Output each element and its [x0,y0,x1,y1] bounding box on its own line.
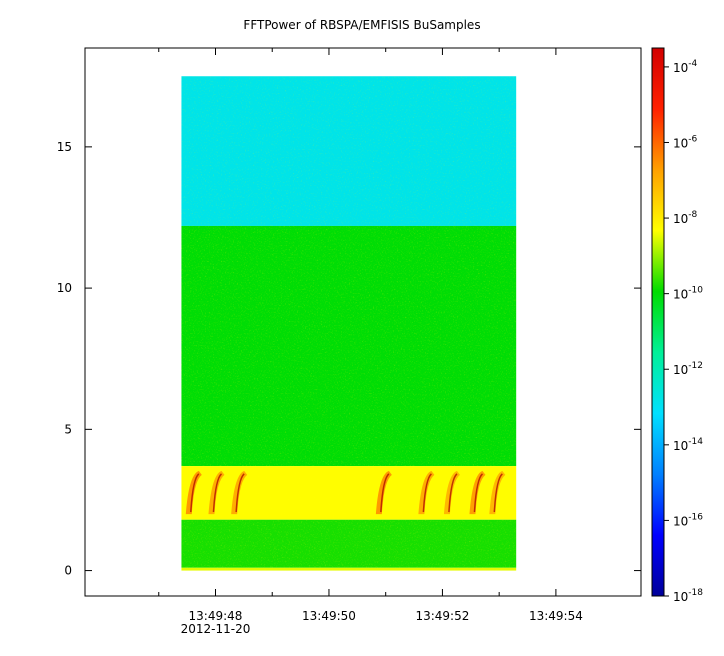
chorus-burst-core-0 [190,473,200,513]
chorus-burst-6 [469,470,486,515]
chorus-burst-core-7 [493,473,503,513]
y-tick-label-2: 10 [57,281,72,295]
chorus-burst-core-6 [473,473,484,513]
chorus-burst-core-4 [422,473,432,513]
colorbar-tick-label-2: 10-8 [673,210,698,226]
chorus-burst-2 [231,470,248,515]
spectrogram-texture-3 [181,519,517,568]
chorus-burst-3 [375,470,392,515]
colorbar-tick-label-1: 10-6 [673,134,698,150]
colorbar-tick-label-0: 10-4 [673,59,698,75]
y-tick-label-3: 15 [57,140,72,154]
colorbar-tick-label-3: 10-10 [673,286,703,302]
x-tick-label-3: 13:49:54 [529,609,583,623]
x-tick-label-1: 13:49:50 [302,609,356,623]
colorbar [651,47,665,597]
chorus-burst-1 [208,470,225,515]
chorus-burst-core-2 [235,473,245,513]
spectrogram-texture-4 [181,567,517,571]
chorus-burst-5 [443,470,460,515]
x-tick-label-2: 13:49:52 [415,609,469,623]
colorbar-tick-label-7: 10-18 [673,588,703,604]
spectrogram-texture-1 [181,225,517,467]
x-tick-label-0: 13:49:48 [189,609,243,623]
chart-title: FFTPower of RBSPA/EMFISIS BuSamples [243,18,481,32]
chorus-burst-core-5 [448,473,458,513]
chorus-burst-core-3 [380,473,390,513]
chorus-burst-7 [489,470,506,515]
chorus-burst-core-1 [212,473,223,513]
chorus-burst-4 [418,470,435,515]
y-tick-label-0: 0 [64,564,72,578]
colorbar-tick-label-6: 10-16 [673,512,703,528]
chorus-burst-0 [185,470,202,515]
colorbar-tick-label-4: 10-12 [673,361,703,377]
x-date-label: 2012-11-20 [181,622,251,636]
y-tick-label-1: 5 [64,422,72,436]
colorbar-tick-label-5: 10-14 [673,437,703,453]
spectrogram-texture-0 [181,76,517,226]
